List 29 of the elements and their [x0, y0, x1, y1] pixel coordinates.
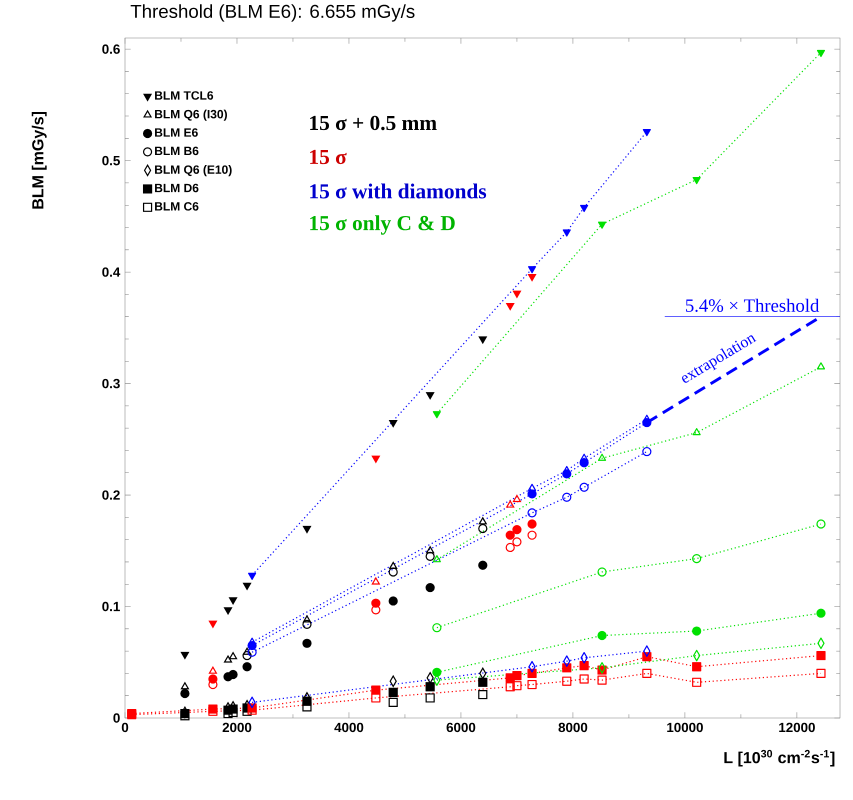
y-tick-label: 0.6 — [102, 44, 120, 54]
y-tick-label: 0.5 — [102, 156, 120, 166]
x-tick-label: 6000 — [446, 722, 476, 732]
legend-label: BLM B6 — [155, 146, 198, 156]
x-tick-label: 2000 — [222, 722, 252, 732]
y-tick-label: 0 — [113, 713, 120, 723]
legend-label: BLM E6 — [155, 128, 198, 137]
annotation: 5.4% × Threshold — [686, 298, 820, 312]
x-tick-label: 4000 — [334, 722, 364, 732]
y-tick-label: 0.4 — [102, 267, 120, 277]
legend-label: BLM D6 — [155, 184, 198, 192]
y-tick-label: 0.2 — [102, 490, 120, 500]
chart-title: Threshold (BLM E6): 6.655 mGy/s — [130, 4, 414, 22]
x-tick-label: 12000 — [779, 722, 815, 732]
legend-label: BLM TCL6 — [155, 91, 214, 100]
annotation: 15 σ + 0.5 mm — [310, 116, 437, 130]
x-tick-label: 0 — [122, 722, 128, 732]
x-tick-label: 8000 — [558, 722, 588, 732]
x-axis-title: L [10$^{30}$ cm$^{-2}$s$^{-1}$] — [724, 750, 834, 766]
legend-label: BLM C6 — [155, 202, 198, 211]
annotation: 15 σ — [310, 150, 347, 164]
legend-label: BLM Q6 (E10) — [155, 165, 232, 176]
y-tick-label: 0.3 — [102, 378, 120, 388]
annotation: 15 σ only C & D — [310, 215, 455, 235]
y-axis-title: BLM [mGy/s] — [32, 112, 47, 209]
legend-label: BLM Q6 (I30) — [155, 110, 227, 121]
y-tick-label: 0.1 — [102, 602, 120, 612]
x-tick-label: 10000 — [667, 722, 703, 732]
annotation: 15 σ with diamonds — [310, 183, 486, 199]
